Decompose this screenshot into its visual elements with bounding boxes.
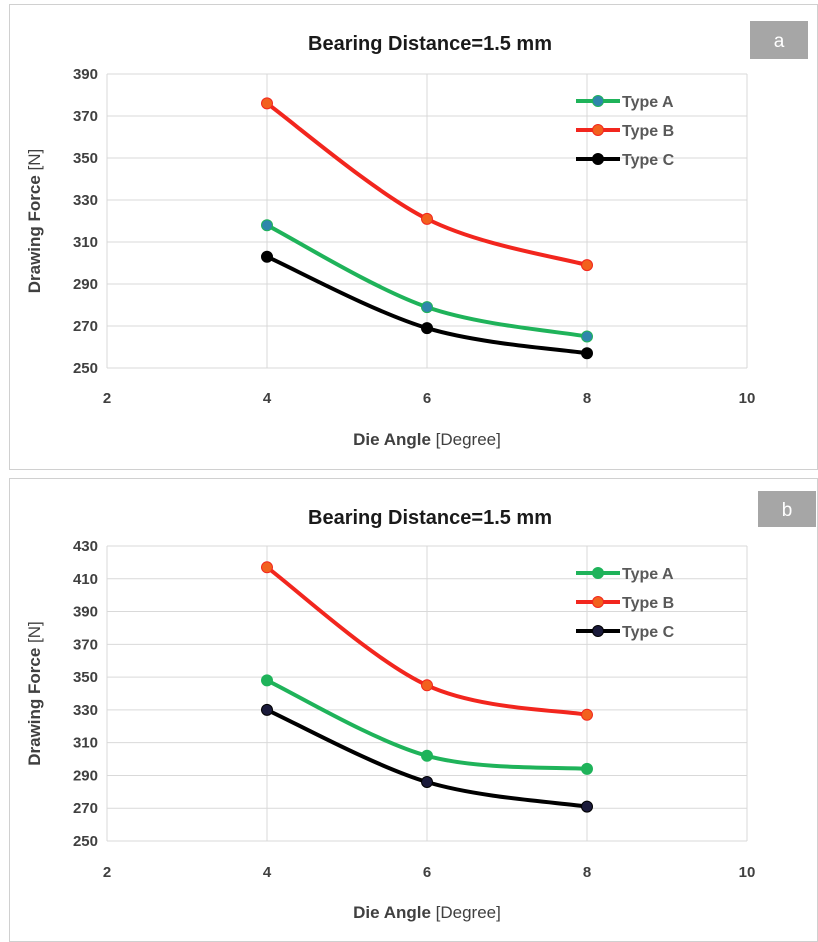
y-tick-label: 330 xyxy=(73,702,98,719)
x-tick-label: 6 xyxy=(423,864,431,881)
y-tick-label: 410 xyxy=(73,571,98,588)
y-tick-label: 430 xyxy=(73,538,98,555)
y-tick-label: 370 xyxy=(73,108,98,125)
x-tick-label: 4 xyxy=(263,864,272,881)
y-tick-label: 390 xyxy=(73,66,98,83)
y-tick-label: 310 xyxy=(73,735,98,752)
x-axis-title: Die Angle [Degree] xyxy=(353,903,501,922)
y-tick-label: 270 xyxy=(73,318,98,335)
data-point xyxy=(421,749,433,762)
chart-b-svg: b Bearing Distance=1.5 mm 250 270 290 310 330 3… xyxy=(25,491,816,922)
legend-label: Type B xyxy=(622,123,674,140)
chart-panel-b: b Bearing Distance=1.5 mm 250 270 290 310 330 3… xyxy=(9,478,818,942)
data-point xyxy=(421,301,433,314)
data-point xyxy=(261,703,273,716)
y-tick-label: 330 xyxy=(73,192,98,209)
x-tick-label: 10 xyxy=(739,864,756,881)
legend-label: Type C xyxy=(622,624,675,641)
data-point xyxy=(581,708,593,721)
legend-label: Type A xyxy=(622,94,674,111)
panel-label: b xyxy=(782,500,793,521)
x-tick-label: 6 xyxy=(423,390,431,407)
chart-a-svg: a Bearing Distance=1.5 mm 250 270 290 310 330 3… xyxy=(25,21,808,449)
panel-label: a xyxy=(774,31,785,52)
chart-title: Bearing Distance=1.5 mm xyxy=(308,507,552,529)
data-point xyxy=(421,322,433,335)
data-point xyxy=(421,679,433,692)
data-point xyxy=(581,259,593,272)
legend-label: Type A xyxy=(622,566,674,583)
y-tick-label: 290 xyxy=(73,767,98,784)
data-point xyxy=(581,762,593,775)
y-tick-label: 350 xyxy=(73,669,98,686)
gridlines xyxy=(106,545,748,842)
data-point xyxy=(261,561,273,574)
legend-swatch-marker xyxy=(592,124,604,136)
data-point xyxy=(421,776,433,788)
y-tick-label: 370 xyxy=(73,636,98,653)
legend-swatch-marker xyxy=(592,567,604,579)
y-axis-title: Drawing Force [N] xyxy=(25,149,44,294)
legend-label: Type C xyxy=(622,152,675,169)
y-tick-label: 390 xyxy=(73,604,98,621)
data-point xyxy=(261,674,273,687)
chart-panel-a: a Bearing Distance=1.5 mm 250 270 290 310 330 3… xyxy=(9,4,818,470)
y-tick-label: 310 xyxy=(73,234,98,251)
data-point xyxy=(261,250,273,263)
data-point xyxy=(261,219,273,232)
chart-title: Bearing Distance=1.5 mm xyxy=(308,33,552,55)
x-axis-title: Die Angle [Degree] xyxy=(353,430,501,449)
y-tick-label: 270 xyxy=(73,800,98,817)
x-tick-label: 4 xyxy=(263,390,272,407)
legend-swatch-marker xyxy=(592,625,604,637)
data-point xyxy=(581,347,593,360)
panel-label-badge xyxy=(758,491,816,527)
data-point xyxy=(261,97,273,110)
x-tick-label: 8 xyxy=(583,390,591,407)
data-point xyxy=(581,330,593,343)
x-tick-label: 2 xyxy=(103,390,111,407)
data-point xyxy=(581,800,593,813)
legend-label: Type B xyxy=(622,595,674,612)
x-tick-label: 8 xyxy=(583,864,591,881)
panel-label-badge xyxy=(750,21,808,59)
y-tick-label: 250 xyxy=(73,360,98,377)
y-axis-title: Drawing Force [N] xyxy=(25,621,44,766)
legend-swatch-marker xyxy=(592,95,604,107)
y-tick-label: 350 xyxy=(73,150,98,167)
x-tick-label: 10 xyxy=(739,390,756,407)
y-tick-label: 250 xyxy=(73,833,98,850)
legend-swatch-marker xyxy=(592,596,604,608)
y-tick-label: 290 xyxy=(73,276,98,293)
x-tick-label: 2 xyxy=(103,864,111,881)
data-point xyxy=(421,212,433,225)
legend-swatch-marker xyxy=(592,153,604,165)
